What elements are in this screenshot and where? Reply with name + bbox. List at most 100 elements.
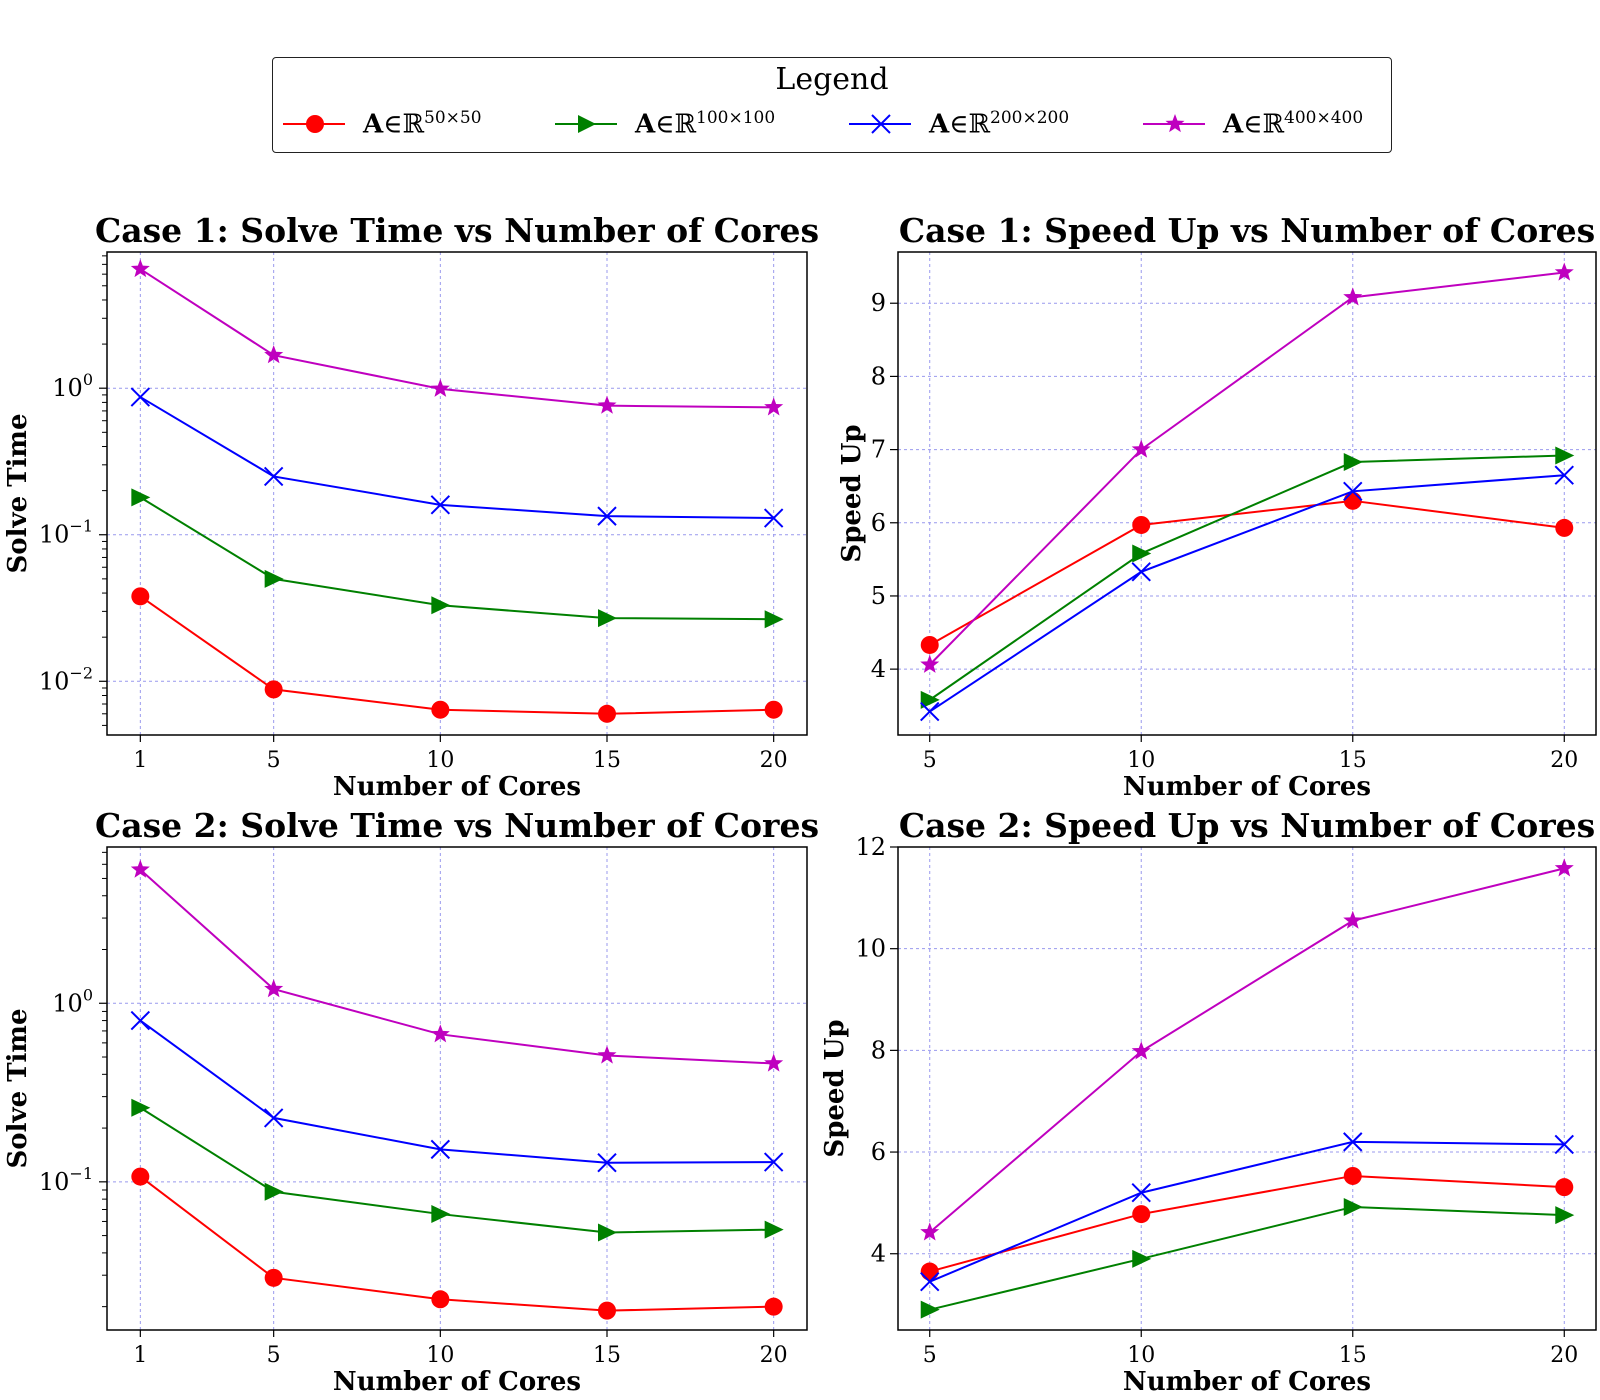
data-point-circle [1132,1205,1151,1224]
data-point-triangle [1132,544,1152,563]
data-point-x [430,1139,451,1160]
x-axis-label: Number of Cores [333,772,581,802]
x-tick-label: 5 [267,748,281,773]
data-point-star [920,654,940,673]
x-tick-label: 10 [1127,1343,1155,1368]
data-point-star [1131,439,1151,458]
data-point-circle [598,1301,616,1320]
x-tick-label: 5 [267,1343,281,1368]
y-tick-label: 100 [52,985,93,1017]
series-line-1 [139,1175,774,1312]
x-tick-label: 15 [593,1343,621,1368]
data-point-triangle [264,1182,284,1201]
legend-swatch-green-triangle [555,115,617,133]
data-point-circle [764,1297,783,1316]
data-point-star [430,378,450,397]
plot-frame [897,251,1597,736]
series-line-1 [929,499,1565,646]
chart-title: Case 2: Solve Time vs Number of Cores [95,806,819,845]
y-axis-label: Solve Time [3,414,33,574]
x-tick-label: 20 [1550,748,1578,773]
y-tick-label: 10−2 [39,663,93,695]
y-tick-label: 4 [871,655,886,683]
series-line-2 [929,1205,1565,1311]
data-point-star [1554,262,1574,281]
x-tick-label: 5 [923,1343,937,1368]
series-line-4 [139,868,774,1065]
data-point-triangle [1343,453,1363,472]
data-point-triangle [431,596,451,615]
data-point-x [1554,465,1574,485]
data-point-x [130,387,151,407]
data-point-star [1343,910,1363,929]
y-axis-label: Solve Time [3,1009,33,1169]
data-point-triangle [1555,446,1575,465]
data-point-circle [1555,1178,1574,1197]
data-point-star [264,345,284,364]
data-point-star [1131,1041,1151,1060]
legend-swatch-magenta-star [1143,114,1205,133]
data-point-star [597,395,617,414]
legend-label-200: A∈ℝ200×200 [929,108,1070,140]
data-point-triangle [598,1223,617,1242]
data-point-triangle [764,610,784,629]
data-point-circle [131,587,150,606]
data-point-circle [264,680,283,699]
y-tick-label: 100 [52,370,93,402]
series-line-4 [929,867,1565,1234]
legend-box: Legend A∈ℝ50×50 A∈ℝ100×100 A∈ℝ200×200 A∈… [272,57,1392,153]
x-tick-label: 1 [133,1343,147,1368]
data-point-star [764,397,784,416]
data-point-x [920,1271,940,1292]
y-axis-label: Speed Up [820,1019,850,1157]
data-point-star [920,1222,940,1241]
plot-frame [106,846,808,1331]
series-line-4 [929,271,1565,666]
data-point-triangle [431,1205,451,1224]
data-point-x [763,508,784,528]
x-tick-label: 10 [426,1343,454,1368]
data-point-circle [920,635,939,654]
chart-title: Case 1: Speed Up vs Number of Cores [899,211,1595,250]
series-line-2 [139,1106,774,1234]
x-tick-label: 20 [1550,1343,1578,1368]
data-point-triangle [1132,1249,1152,1268]
plot-frame [106,251,808,736]
y-axis-label: Speed Up [837,424,867,562]
x-tick-label: 10 [426,748,454,773]
data-point-x [1131,562,1151,582]
plot-frame [897,846,1597,1331]
data-point-triangle [920,690,940,709]
data-point-star [430,1024,450,1043]
data-point-x [263,466,284,487]
data-point-triangle [131,488,151,507]
data-point-circle [1343,1166,1362,1185]
series-line-3 [929,1140,1565,1283]
y-tick-label: 10−1 [39,1164,93,1196]
series-line-2 [929,454,1565,701]
y-tick-label: 8 [871,362,886,390]
series-line-1 [139,595,774,715]
data-point-circle [764,700,783,719]
y-tick-label: 4 [871,1240,886,1268]
series-line-1 [929,1174,1565,1273]
x-tick-label: 10 [1127,748,1155,773]
x-tick-label: 5 [923,748,937,773]
data-point-star [130,259,150,278]
data-point-x [1343,1132,1363,1152]
data-point-circle [264,1268,283,1287]
data-point-triangle [764,1220,784,1239]
y-tick-label: 8 [871,1036,886,1064]
legend-label-400: A∈ℝ400×400 [1223,108,1364,140]
data-point-x [130,1010,151,1031]
series-line-4 [139,268,774,409]
x-tick-label: 15 [1339,1343,1367,1368]
x-axis-label: Number of Cores [1123,1367,1371,1397]
x-tick-label: 15 [1339,748,1367,773]
series-line-2 [139,496,774,621]
x-tick-label: 15 [593,748,621,773]
data-point-x [597,506,617,526]
x-axis-label: Number of Cores [1123,772,1371,802]
